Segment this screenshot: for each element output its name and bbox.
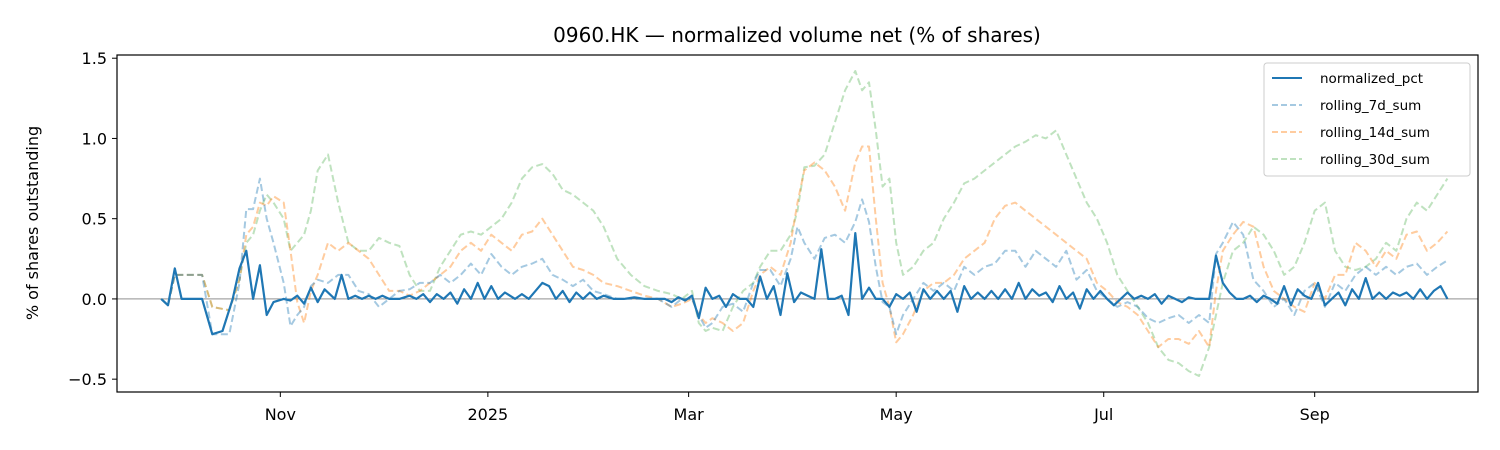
- legend: normalized_pct rolling_7d_sum rolling_14d_…: [1263, 62, 1471, 177]
- series-line-rolling-14d-sum: [160, 145, 1449, 349]
- x-axis: Nov 2025 Mar May Jul Sep: [265, 392, 1330, 424]
- series-line-rolling-7d-sum: [160, 177, 1448, 336]
- legend-label: normalized_pct: [1320, 71, 1423, 87]
- x-tick-label: 2025: [468, 405, 509, 424]
- x-tick-label: Mar: [674, 405, 705, 424]
- y-axis-label: % of shares outstanding: [23, 126, 42, 320]
- plot-frame: [116, 54, 1479, 393]
- legend-label: rolling_14d_sum: [1320, 125, 1430, 141]
- y-axis: −0.5 0.0 0.5 1.0 1.5: [68, 49, 117, 389]
- legend-label: rolling_7d_sum: [1320, 98, 1421, 114]
- y-tick-label: 0.0: [82, 290, 107, 309]
- y-tick-label: −0.5: [68, 370, 107, 389]
- x-tick-label: Sep: [1300, 405, 1330, 424]
- legend-box: [1263, 62, 1471, 177]
- legend-label: rolling_30d_sum: [1320, 152, 1430, 168]
- x-tick-label: Nov: [265, 405, 296, 424]
- y-tick-label: 1.5: [82, 49, 107, 68]
- y-tick-label: 1.0: [82, 129, 107, 148]
- plot-area: [117, 70, 1478, 377]
- x-tick-label: May: [880, 405, 913, 424]
- series-line-normalized-pct: [160, 232, 1449, 336]
- x-tick-label: Jul: [1093, 405, 1113, 424]
- y-tick-label: 0.5: [82, 210, 107, 229]
- chart-title: 0960.HK — normalized volume net (% of sh…: [553, 23, 1041, 47]
